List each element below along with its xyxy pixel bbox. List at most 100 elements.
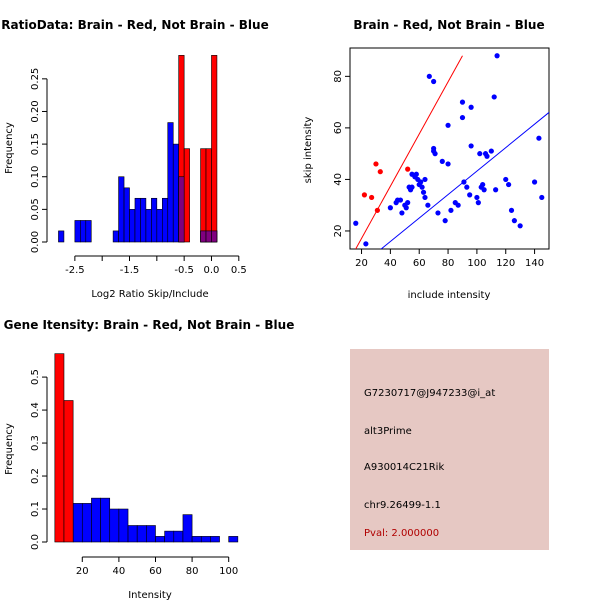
ratio-bar-not-brain-9 xyxy=(140,197,147,243)
ratio-bar-not-brain-3 xyxy=(85,220,92,243)
intensity-bar-brain-1 xyxy=(63,400,74,543)
gene-name-text: A930014C21Rik xyxy=(364,462,444,473)
intensity-bar-not-brain-3 xyxy=(100,497,111,543)
scatter-point-brain-4 xyxy=(377,169,383,175)
ratio-bar-not-brain-10 xyxy=(145,209,152,243)
ratio-x-tick-label: -1.5 xyxy=(120,265,140,276)
scatter-point-brain-0 xyxy=(361,192,368,198)
scatter-point-not-brain-53 xyxy=(491,94,497,100)
ratio-x-tick-label: 0.0 xyxy=(204,265,220,276)
intensity-bar-not-brain-13 xyxy=(191,536,202,543)
intensity-bar-not-brain-8 xyxy=(146,525,156,543)
scatter-point-not-brain-34 xyxy=(448,207,454,213)
scatter-y-tick-label: 40 xyxy=(333,173,344,186)
scatter-x-tick-label: 20 xyxy=(355,258,368,269)
scatter-point-not-brain-30 xyxy=(439,158,445,164)
scatter-point-brain-1 xyxy=(369,194,375,201)
scatter-point-not-brain-9 xyxy=(405,200,411,206)
scatter-point-not-brain-28 xyxy=(432,151,438,157)
intensity-x-tick-label: 60 xyxy=(149,566,162,577)
scatter-point-not-brain-38 xyxy=(459,114,466,121)
scatter-point-not-brain-25 xyxy=(431,78,437,85)
intensity-y-tick-label: 0.1 xyxy=(30,501,41,517)
intensity-y-tick-label: 0.3 xyxy=(30,435,41,451)
ratio-bar-brain-1 xyxy=(183,148,190,243)
scatter-point-not-brain-2 xyxy=(387,205,393,211)
scatter-title: Brain - Red, Not Brain - Blue xyxy=(353,18,544,32)
ratio-bar-not-brain-1 xyxy=(74,220,81,243)
scatter-brain-fit-line xyxy=(355,55,463,249)
ratio-bar-not-brain-14 xyxy=(167,122,174,243)
intensity-title: Gene Itensity: Brain - Red, Not Brain - … xyxy=(4,318,295,332)
scatter-point-not-brain-63 xyxy=(539,194,545,201)
intensity-histogram: Gene Itensity: Brain - Red, Not Brain - … xyxy=(4,318,295,600)
scatter-plot-box xyxy=(349,47,550,250)
scatter-point-not-brain-23 xyxy=(425,202,431,208)
scatter-point-not-brain-42 xyxy=(468,104,474,110)
scatter-point-not-brain-27 xyxy=(431,145,437,152)
scatter-point-not-brain-12 xyxy=(409,184,415,190)
ratio-bars-overlap xyxy=(178,176,218,243)
ratio-bar-overlap-1 xyxy=(200,230,207,243)
scatter-point-not-brain-29 xyxy=(435,210,441,216)
ratio-bars-not-brain xyxy=(58,122,218,243)
intensity-xlabel: Intensity xyxy=(128,590,172,600)
ratio-bar-not-brain-11 xyxy=(151,197,158,243)
scatter-point-not-brain-33 xyxy=(445,122,451,128)
ratio-xlabel: Log2 Ratio Skip/Include xyxy=(91,289,208,300)
scatter-point-not-brain-22 xyxy=(422,176,428,183)
ratio-bar-not-brain-0 xyxy=(58,230,65,243)
intensity-bar-not-brain-9 xyxy=(155,536,165,543)
scatter-point-not-brain-6 xyxy=(399,210,405,216)
ratio-bar-not-brain-7 xyxy=(129,209,136,243)
scatter-point-not-brain-8 xyxy=(403,205,409,211)
scatter-point-brain-5 xyxy=(405,166,411,172)
scatter-point-not-brain-45 xyxy=(475,200,481,206)
ratio-y-tick-label: 0.10 xyxy=(30,166,41,188)
scatter-point-not-brain-37 xyxy=(459,99,466,105)
scatter-point-not-brain-15 xyxy=(413,171,419,177)
scatter-point-not-brain-21 xyxy=(422,194,428,201)
scatter-point-not-brain-58 xyxy=(508,207,515,213)
pval-text: Pval: 2.000000 xyxy=(364,528,439,539)
scatter-point-not-brain-55 xyxy=(494,53,500,59)
ratio-y-tick-label: 0.15 xyxy=(30,133,41,155)
scatter-point-not-brain-5 xyxy=(397,197,404,203)
ratio-x-tick-label: 0.5 xyxy=(231,265,247,276)
scatter-fit-lines xyxy=(355,55,549,249)
intensity-bar-not-brain-0 xyxy=(72,503,83,543)
event-type-text: alt3Prime xyxy=(364,426,412,437)
intensity-x-tick-label: 40 xyxy=(113,566,126,577)
ratio-y-tick-label: 0.20 xyxy=(30,100,41,122)
scatter-point-not-brain-43 xyxy=(468,143,474,149)
intensity-bar-not-brain-12 xyxy=(182,514,193,543)
scatter-point-not-brain-40 xyxy=(464,184,470,190)
scatter-point-not-brain-56 xyxy=(503,176,509,183)
scatter-point-not-brain-41 xyxy=(467,192,473,198)
ratio-bar-not-brain-2 xyxy=(80,220,87,243)
ratio-bar-not-brain-12 xyxy=(156,209,163,243)
scatter-point-not-brain-36 xyxy=(455,202,461,208)
scatter-point-not-brain-19 xyxy=(419,184,425,190)
scatter-point-not-brain-54 xyxy=(493,187,499,193)
ratio-title: RatioData: Brain - Red, Not Brain - Blue xyxy=(1,18,268,32)
scatter-point-not-brain-52 xyxy=(488,148,494,154)
scatter-y-tick-label: 80 xyxy=(333,70,344,83)
scatter-axes: 20 40 60 80 20 40 60 80 100 120 140 xyxy=(333,70,544,269)
ratio-axes: 0.00 0.05 0.10 0.15 0.20 0.25 -2.5 -1.5 -0.5 0.0 0… xyxy=(30,68,247,276)
scatter-x-tick-label: 140 xyxy=(525,258,544,269)
scatter-point-not-brain-49 xyxy=(481,187,487,193)
ratio-histogram: RatioData: Brain - Red, Not Brain - Blue… xyxy=(1,18,268,300)
scatter-point-not-brain-51 xyxy=(484,153,490,159)
intensity-y-tick-label: 0.2 xyxy=(30,468,41,484)
scatter-points xyxy=(353,53,545,247)
scatter-point-not-brain-31 xyxy=(442,218,448,224)
scatter-point-not-brain-60 xyxy=(517,223,523,229)
ratio-bar-brain-2 xyxy=(200,148,207,243)
scatter-xlabel: include intensity xyxy=(408,290,491,301)
intensity-bar-not-brain-16 xyxy=(228,536,239,543)
intensity-bar-not-brain-2 xyxy=(91,497,101,543)
ratio-bar-brain-4 xyxy=(211,55,218,243)
scatter-point-not-brain-59 xyxy=(511,218,517,224)
